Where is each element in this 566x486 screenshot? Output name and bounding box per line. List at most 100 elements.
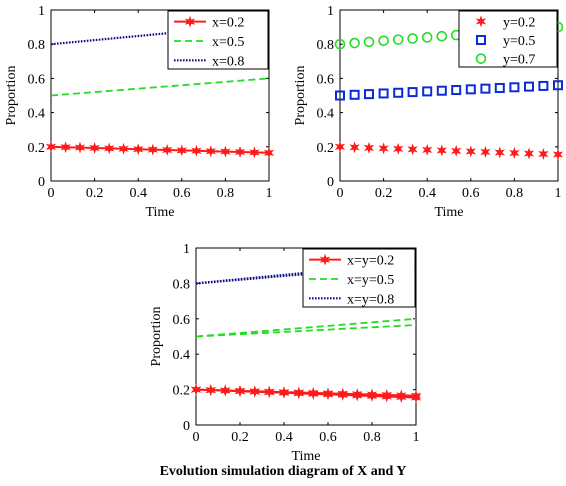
y-axis-label: Proportion bbox=[293, 66, 308, 126]
x-tick-label: 1 bbox=[413, 430, 420, 445]
data-point bbox=[436, 30, 448, 42]
y-tick-label: 1 bbox=[327, 4, 334, 19]
y-tick-label: 0.8 bbox=[173, 277, 191, 292]
data-point bbox=[421, 32, 433, 43]
legend-label: x=y=0.2 bbox=[347, 254, 394, 269]
series-line bbox=[195, 388, 417, 399]
y-tick-label: 1 bbox=[38, 4, 45, 19]
data-point bbox=[480, 83, 491, 94]
y-tick-label: 0.6 bbox=[28, 72, 46, 87]
data-point bbox=[184, 15, 196, 28]
data-point bbox=[422, 86, 433, 97]
series-y=0.2 bbox=[334, 140, 564, 161]
y-tick-label: 0 bbox=[327, 175, 334, 190]
data-point bbox=[396, 391, 407, 404]
series-x=0.2 bbox=[45, 140, 275, 159]
data-point bbox=[378, 142, 389, 155]
data-point bbox=[220, 145, 231, 158]
series-x=y=0.5 bbox=[195, 317, 417, 338]
data-point bbox=[523, 147, 535, 160]
x-tick-label: 0.2 bbox=[375, 186, 393, 201]
x-tick-label: 0.4 bbox=[275, 430, 293, 445]
data-point bbox=[407, 87, 418, 98]
data-point bbox=[234, 385, 246, 398]
figure-caption: Evolution simulation diagram of X and Y bbox=[159, 464, 407, 479]
data-point bbox=[308, 387, 319, 400]
y-axis-label: Proportion bbox=[149, 307, 164, 367]
data-point bbox=[509, 146, 520, 159]
data-point bbox=[334, 38, 346, 50]
data-point bbox=[366, 389, 378, 402]
data-point bbox=[349, 37, 360, 49]
x-axis-label: Time bbox=[145, 205, 174, 220]
legend-label: y=0.5 bbox=[503, 34, 535, 49]
legend-label: x=y=0.8 bbox=[347, 292, 394, 307]
y-tick-label: 1 bbox=[183, 242, 190, 257]
series-y=0.5 bbox=[335, 80, 563, 101]
x-axis-label: Time bbox=[291, 449, 320, 464]
y-axis-label: Proportion bbox=[4, 66, 19, 126]
data-point bbox=[352, 389, 363, 402]
data-point bbox=[190, 383, 202, 396]
x-tick-label: 0.8 bbox=[363, 430, 381, 445]
y-tick-label: 0.2 bbox=[317, 141, 335, 156]
legend-box bbox=[458, 10, 558, 68]
x-tick-label: 0.6 bbox=[319, 430, 337, 445]
data-point bbox=[422, 143, 433, 156]
legend-label: y=0.7 bbox=[503, 53, 535, 68]
data-point bbox=[436, 85, 447, 96]
data-point bbox=[451, 85, 462, 96]
y-tick-label: 0 bbox=[38, 175, 45, 190]
data-point bbox=[393, 142, 404, 155]
series-line bbox=[50, 77, 270, 97]
series-line bbox=[195, 324, 417, 338]
data-point bbox=[334, 140, 346, 153]
legend: x=0.2 x=0.5 x=0.8 bbox=[167, 10, 269, 70]
series-x=0.8 bbox=[50, 22, 270, 46]
data-point bbox=[349, 89, 360, 100]
chart-panel-3: 0 0.2 0.4 0.6 0.8 1 0 0.2 0.4 0.6 0.8 1 Time Proporti… bbox=[149, 242, 422, 464]
x-tick-label: 0.6 bbox=[462, 186, 480, 201]
data-point bbox=[407, 33, 418, 44]
data-point bbox=[205, 384, 216, 397]
legend: x=y=0.2 x=y=0.5 x=y=0.8 bbox=[302, 248, 416, 308]
x-tick-label: 0.2 bbox=[86, 186, 104, 201]
series-x=0.5 bbox=[50, 77, 270, 97]
data-point bbox=[133, 143, 144, 156]
y-tick-label: 0.8 bbox=[317, 38, 335, 53]
data-point bbox=[538, 147, 549, 160]
data-point bbox=[263, 146, 275, 159]
data-point bbox=[45, 140, 57, 153]
data-point bbox=[249, 385, 260, 398]
x-tick-label: 1 bbox=[555, 186, 562, 201]
data-point bbox=[176, 144, 187, 157]
data-point bbox=[322, 388, 334, 401]
data-point bbox=[147, 143, 158, 156]
data-point bbox=[410, 391, 422, 404]
data-point bbox=[234, 145, 246, 158]
x-tick-label: 0.2 bbox=[231, 430, 249, 445]
data-point bbox=[278, 386, 290, 399]
data-point bbox=[381, 390, 392, 403]
x-axis-label: Time bbox=[434, 205, 463, 220]
data-point bbox=[480, 145, 491, 158]
data-point bbox=[553, 80, 563, 91]
data-point bbox=[335, 90, 345, 101]
series-line bbox=[195, 317, 417, 338]
data-point bbox=[89, 142, 100, 154]
data-point bbox=[378, 35, 389, 47]
data-point bbox=[104, 142, 115, 155]
data-point bbox=[118, 142, 129, 155]
data-point bbox=[451, 144, 462, 157]
x-tick-label: 0.8 bbox=[217, 186, 235, 201]
legend-label: x=0.2 bbox=[212, 16, 244, 31]
y-tick-label: 0 bbox=[183, 419, 190, 434]
x-tick-label: 0 bbox=[193, 430, 200, 445]
data-point bbox=[363, 36, 375, 48]
legend-label: y=0.2 bbox=[503, 15, 535, 30]
data-point bbox=[538, 80, 549, 91]
data-point bbox=[363, 89, 374, 100]
data-point bbox=[392, 34, 404, 45]
data-point bbox=[476, 35, 486, 45]
